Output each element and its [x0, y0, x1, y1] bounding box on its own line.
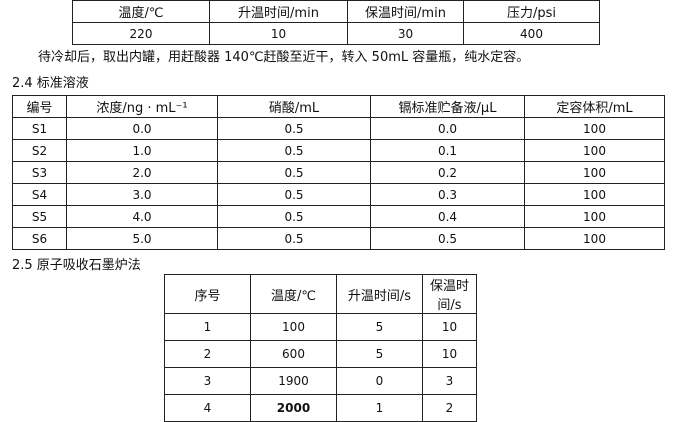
cell: 1: [164, 313, 251, 341]
table-row: 2 600 5 10: [164, 340, 477, 368]
header-cell: 保温时间/s: [422, 274, 477, 314]
table-header-row: 序号 温度/℃ 升温时间/s 保温时间/s: [164, 274, 477, 314]
cell: 0.1: [370, 139, 525, 162]
cell: 5.0: [66, 227, 218, 250]
cell: 220: [72, 22, 210, 45]
header-cell: 温度/℃: [250, 274, 337, 314]
cell: S4: [12, 183, 67, 206]
cell: 0.5: [217, 139, 371, 162]
cell: 400: [463, 22, 600, 45]
cell: 2000: [250, 394, 337, 422]
table-header-row: 温度/℃ 升温时间/min 保温时间/min 压力/psi: [72, 0, 600, 23]
table-row: 4 2000 1 2: [164, 394, 477, 422]
cell: 0: [336, 367, 423, 395]
table-row: S1 0.0 0.5 0.0 100: [12, 117, 665, 140]
table-row: S3 2.0 0.5 0.2 100: [12, 161, 665, 184]
header-cell: 定容体积/mL: [524, 95, 665, 118]
cell: 0.4: [370, 205, 525, 228]
cell: 3: [164, 367, 251, 395]
header-cell: 温度/℃: [72, 0, 210, 23]
table-row: 1 100 5 10: [164, 313, 477, 341]
table-row: S2 1.0 0.5 0.1 100: [12, 139, 665, 162]
cell: 30: [347, 22, 464, 45]
header-cell: 编号: [12, 95, 67, 118]
furnace-program-table: 序号 温度/℃ 升温时间/s 保温时间/s 1 100 5 10 2 600 5 10 3 190…: [164, 274, 477, 422]
cell: S5: [12, 205, 67, 228]
cell: 2.0: [66, 161, 218, 184]
cell: 0.2: [370, 161, 525, 184]
header-cell: 压力/psi: [463, 0, 600, 23]
cell: S3: [12, 161, 67, 184]
cell: 1900: [250, 367, 337, 395]
cell: 4: [164, 394, 251, 422]
cell: S2: [12, 139, 67, 162]
table-row: 220 10 30 400: [72, 22, 600, 45]
cell: 0.3: [370, 183, 525, 206]
cell: 1.0: [66, 139, 218, 162]
cell: 10: [422, 313, 477, 341]
paragraph: 待冷却后，取出内罐，用赶酸器 140℃赶酸至近干，转入 50mL 容量瓶，纯水定…: [38, 50, 530, 65]
cell: 100: [524, 227, 665, 250]
cell: S1: [12, 117, 67, 140]
section-heading: 2.4 标准溶液: [12, 76, 89, 91]
cell: 600: [250, 340, 337, 368]
cell: 100: [524, 161, 665, 184]
cell: 3.0: [66, 183, 218, 206]
cell: 0.0: [66, 117, 218, 140]
cell: 0.5: [217, 205, 371, 228]
cell: 0.5: [370, 227, 525, 250]
cell: 1: [336, 394, 423, 422]
cell: 0.0: [370, 117, 525, 140]
header-cell: 镉标准贮备液/µL: [370, 95, 525, 118]
cell: 0.5: [217, 227, 371, 250]
cell: 100: [524, 117, 665, 140]
cell: 4.0: [66, 205, 218, 228]
cell: 100: [250, 313, 337, 341]
header-cell: 浓度/ng · mL⁻¹: [66, 95, 218, 118]
table-row: 3 1900 0 3: [164, 367, 477, 395]
table-header-row: 编号 浓度/ng · mL⁻¹ 硝酸/mL 镉标准贮备液/µL 定容体积/mL: [12, 95, 665, 118]
cell: 3: [422, 367, 477, 395]
header-cell: 序号: [164, 274, 251, 314]
header-cell: 升温时间/min: [209, 0, 348, 23]
table-row: S6 5.0 0.5 0.5 100: [12, 227, 665, 250]
cell: 2: [422, 394, 477, 422]
section-heading: 2.5 原子吸收石墨炉法: [12, 258, 141, 273]
cell: 10: [422, 340, 477, 368]
cell: 2: [164, 340, 251, 368]
digestion-table: 温度/℃ 升温时间/min 保温时间/min 压力/psi 220 10 30 …: [72, 0, 600, 45]
cell: 5: [336, 340, 423, 368]
cell: 100: [524, 205, 665, 228]
cell: 0.5: [217, 117, 371, 140]
cell: 5: [336, 313, 423, 341]
header-cell: 保温时间/min: [347, 0, 464, 23]
standard-solution-table: 编号 浓度/ng · mL⁻¹ 硝酸/mL 镉标准贮备液/µL 定容体积/mL …: [12, 95, 665, 250]
table-row: S5 4.0 0.5 0.4 100: [12, 205, 665, 228]
header-cell: 升温时间/s: [336, 274, 423, 314]
table-row: S4 3.0 0.5 0.3 100: [12, 183, 665, 206]
cell: 100: [524, 183, 665, 206]
cell: 10: [209, 22, 348, 45]
cell: 0.5: [217, 183, 371, 206]
cell: 0.5: [217, 161, 371, 184]
cell: S6: [12, 227, 67, 250]
header-cell: 硝酸/mL: [217, 95, 371, 118]
cell: 100: [524, 139, 665, 162]
